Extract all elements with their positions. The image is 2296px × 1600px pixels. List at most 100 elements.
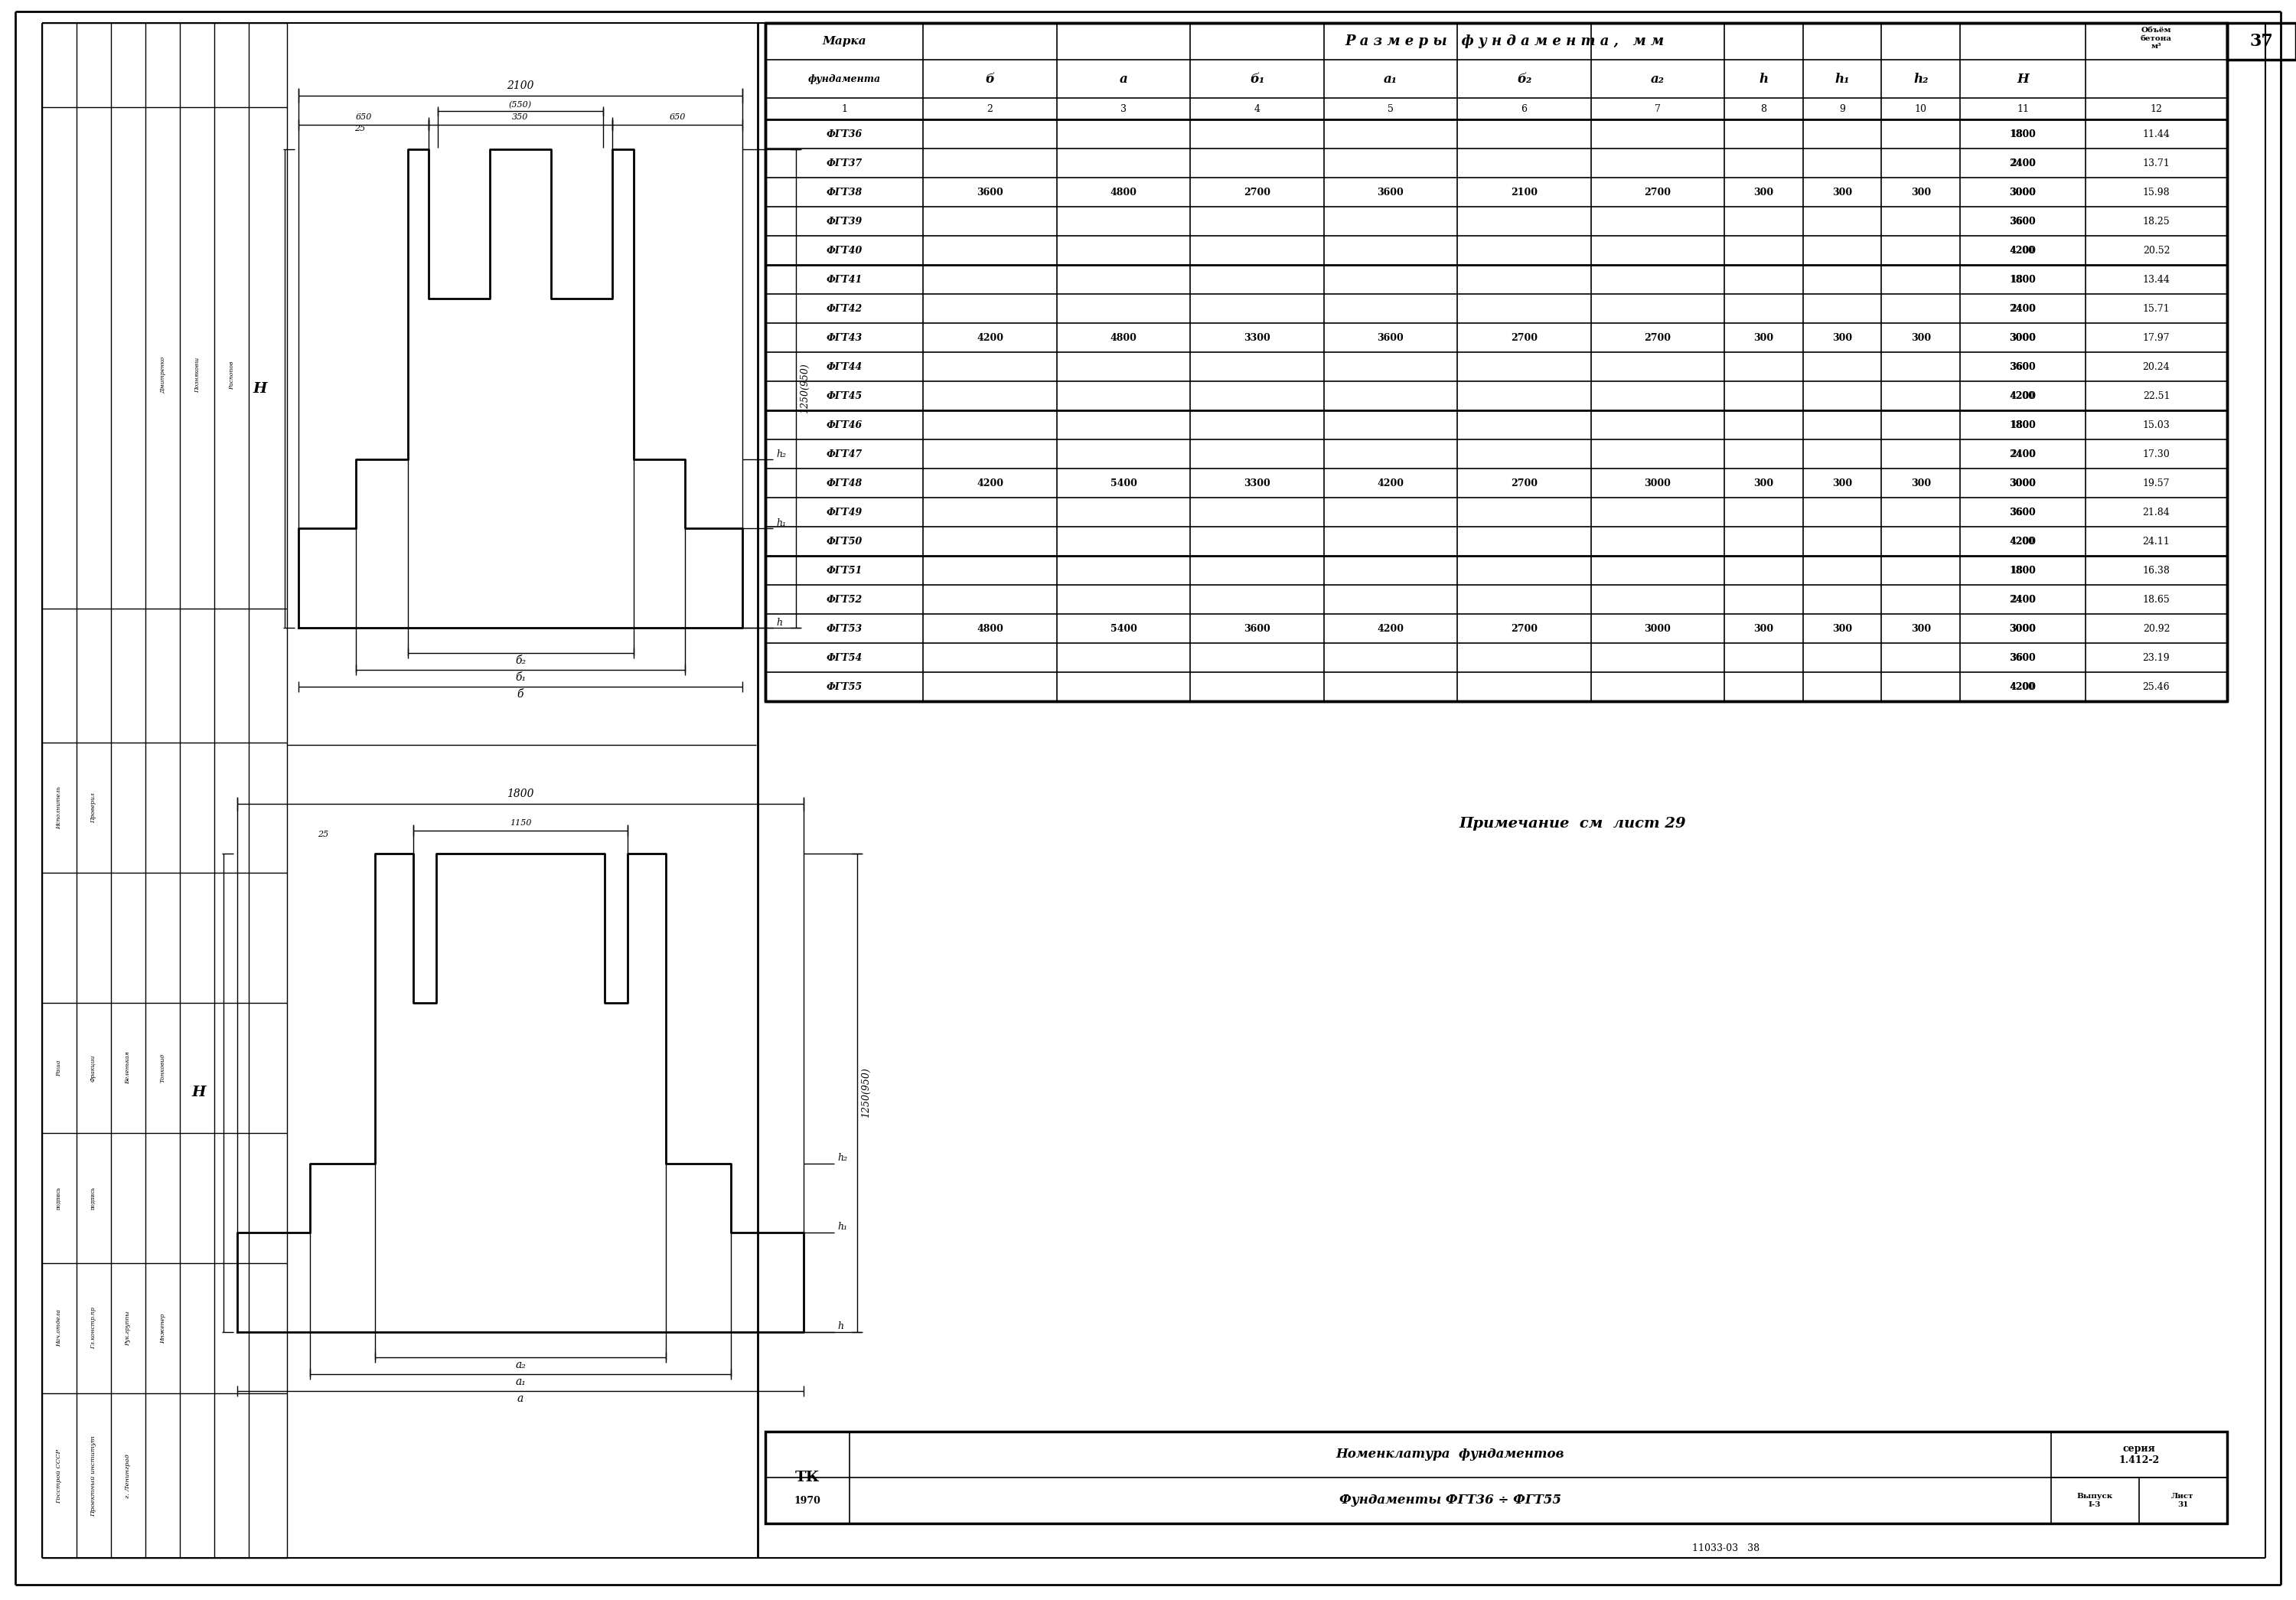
Text: ФГТ36: ФГТ36 [827,130,863,139]
Text: Р а з м е р ы   ф у н д а м е н т а ,   м м: Р а з м е р ы ф у н д а м е н т а , м м [1345,35,1665,48]
Text: б: б [985,72,994,85]
Text: h₂: h₂ [1913,72,1929,85]
Text: 1800: 1800 [2009,275,2037,285]
Text: ФГТ51: ФГТ51 [827,565,863,576]
Text: а: а [517,1394,523,1403]
Text: 25: 25 [317,830,328,838]
Text: 9: 9 [1839,104,1846,114]
Text: фундамента: фундамента [808,74,882,83]
Text: 3000: 3000 [1644,624,1671,634]
Text: h: h [838,1322,843,1331]
Text: 2400: 2400 [2011,304,2034,314]
Text: Беленькая: Беленькая [124,1051,131,1085]
Text: ФГТ50: ФГТ50 [827,536,863,546]
Text: 3600: 3600 [2009,653,2037,662]
Text: 5: 5 [1387,104,1394,114]
Text: 4200: 4200 [2011,682,2034,691]
Text: ФГТ45: ФГТ45 [827,390,863,400]
Text: 17.30: 17.30 [2142,450,2170,459]
Text: б₂: б₂ [1518,72,1531,85]
Text: 8: 8 [1761,104,1768,114]
Text: Выпуск
I-3: Выпуск I-3 [2076,1493,2112,1507]
Text: ФГТ47: ФГТ47 [827,450,863,459]
Text: 300: 300 [1832,187,1853,197]
Text: Номенклатура  фундаментов: Номенклатура фундаментов [1336,1448,1564,1461]
Text: Дмитренко: Дмитренко [161,357,165,394]
Text: Проверил: Проверил [90,792,96,822]
Text: 2400: 2400 [2011,595,2034,605]
Text: Исполнитель: Исполнитель [55,786,62,829]
Text: ФГТ48: ФГТ48 [827,478,863,488]
Text: ТК: ТК [794,1470,820,1485]
Text: 18.25: 18.25 [2142,216,2170,226]
Text: 300: 300 [1910,478,1931,488]
Text: Распопов: Распопов [230,362,234,389]
Text: 5400: 5400 [1111,478,1137,488]
Text: h₁: h₁ [776,518,785,528]
Text: Марка: Марка [822,35,866,46]
Text: 3000: 3000 [2009,333,2037,342]
Text: 1800: 1800 [2011,130,2034,139]
Text: а₂: а₂ [1651,72,1665,85]
Text: 650: 650 [356,114,372,122]
Text: б: б [517,690,523,699]
Text: ФГТ41: ФГТ41 [827,275,863,285]
Text: 23.19: 23.19 [2142,653,2170,662]
Text: 1150: 1150 [510,819,530,827]
Text: 3000: 3000 [1644,478,1671,488]
Text: 4200: 4200 [2009,536,2037,546]
Text: 3600: 3600 [2011,362,2034,371]
Text: h: h [1759,72,1768,85]
Text: 1800: 1800 [2009,130,2037,139]
Text: 2400: 2400 [2009,450,2037,459]
Text: 3000: 3000 [2009,478,2037,488]
Text: 3600: 3600 [1378,333,1403,342]
Text: Объём
бетона
м³: Объём бетона м³ [2140,27,2172,50]
Text: 3000: 3000 [2009,333,2037,342]
Text: Нач.отдела: Нач.отдела [55,1309,62,1347]
Text: 3000: 3000 [2009,624,2037,634]
Text: Тонковид: Тонковид [161,1053,165,1083]
Text: б₁: б₁ [514,672,526,683]
Text: 6: 6 [1520,104,1527,114]
Text: 7: 7 [1655,104,1660,114]
Text: Инженер: Инженер [161,1314,165,1344]
Text: 300: 300 [1832,624,1853,634]
Text: 300: 300 [1910,624,1931,634]
Text: h: h [776,618,783,627]
Text: Лист
31: Лист 31 [2172,1493,2195,1507]
Text: 13.44: 13.44 [2142,275,2170,285]
Text: 2400: 2400 [2009,304,2037,314]
Text: 300: 300 [1754,624,1775,634]
Text: 2700: 2700 [1244,187,1270,197]
Text: 300: 300 [1754,187,1775,197]
Text: 4200: 4200 [2011,536,2034,546]
Text: 10: 10 [1915,104,1926,114]
Text: 2100: 2100 [1511,187,1538,197]
Text: 3600: 3600 [2011,216,2034,226]
Text: 2700: 2700 [1644,333,1671,342]
Text: 2700: 2700 [1644,187,1671,197]
Text: h₁: h₁ [838,1222,847,1232]
Text: 2: 2 [987,104,992,114]
Text: 12: 12 [2151,104,2163,114]
Text: ФГТ37: ФГТ37 [827,158,863,168]
Text: 25: 25 [354,125,365,133]
Text: Н: Н [193,1086,207,1099]
Text: 2400: 2400 [2009,595,2037,605]
Text: 4800: 4800 [976,624,1003,634]
Text: 5400: 5400 [1111,624,1137,634]
Text: 13.71: 13.71 [2142,158,2170,168]
Text: 1800: 1800 [507,789,535,800]
Text: Позняковш: Позняковш [195,357,200,394]
Text: 300: 300 [1910,187,1931,197]
Text: 3600: 3600 [2009,216,2037,226]
Text: 20.92: 20.92 [2142,624,2170,634]
Text: Н: Н [253,382,266,395]
Text: 300: 300 [1754,478,1775,488]
Text: ФГТ52: ФГТ52 [827,595,863,605]
Text: 1: 1 [840,104,847,114]
Text: Гл.констр.пр: Гл.констр.пр [90,1307,96,1349]
Text: Н: Н [2016,72,2030,85]
Text: 2700: 2700 [1511,478,1538,488]
